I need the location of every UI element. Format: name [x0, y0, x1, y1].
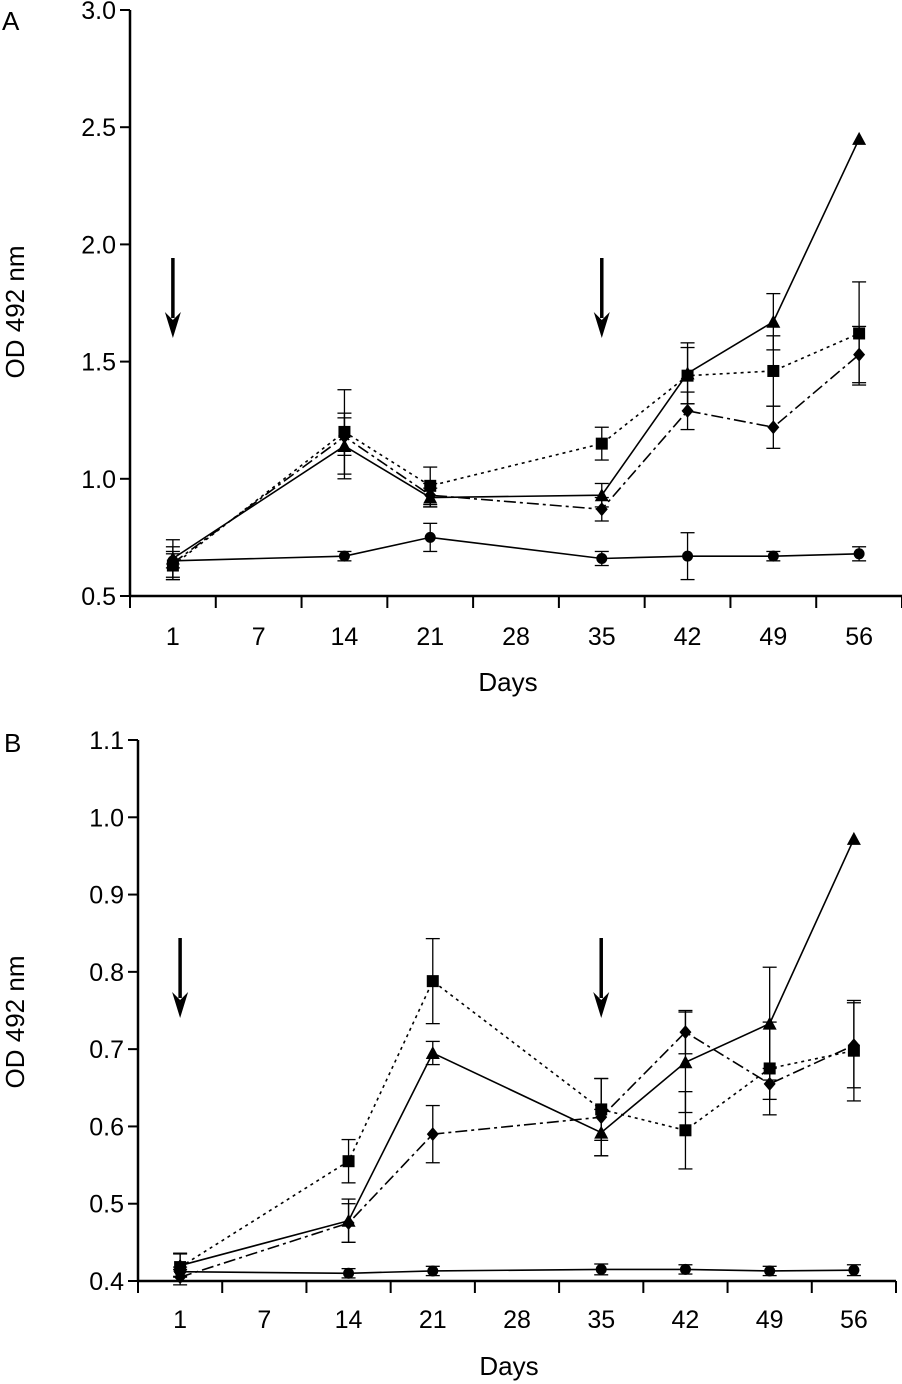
- y-tick-label: 0.9: [89, 882, 124, 910]
- x-tick-label: 14: [335, 1306, 363, 1334]
- data-point-diamond: [595, 502, 608, 517]
- x-axis-title: Days: [479, 1351, 538, 1381]
- data-point-circle: [338, 550, 350, 562]
- data-point-diamond: [763, 1076, 776, 1091]
- y-tick-label: 0.5: [81, 583, 116, 611]
- x-tick-label: 1: [173, 1306, 187, 1334]
- data-point-diamond: [681, 403, 694, 418]
- arrow-head: [172, 992, 189, 1018]
- series-line-square: [172, 332, 860, 567]
- y-tick-label: 1.0: [81, 466, 116, 494]
- data-point-diamond: [595, 1110, 608, 1125]
- data-point-circle: [682, 550, 694, 562]
- x-tick-label: 1: [166, 623, 180, 651]
- x-tick-label: 21: [419, 1306, 447, 1334]
- data-point-diamond: [847, 1038, 860, 1053]
- data-point-circle: [167, 555, 179, 567]
- y-tick-label: 0.7: [89, 1036, 124, 1064]
- x-tick-label: 35: [587, 1306, 615, 1334]
- panel-b: B 0.4 0.5 0.6 0.7 0.8 0.9 1.0 1.1 1 7 14 21 28 35 42 49…: [0, 727, 897, 1381]
- y-axis-title: OD 492 nm: [0, 246, 30, 379]
- data-point-triangle: [852, 131, 867, 145]
- data-point-square: [679, 1124, 692, 1137]
- series-line-triangle: [172, 138, 860, 560]
- data-point-diamond: [338, 429, 351, 444]
- data-point-diamond: [679, 1025, 692, 1040]
- data-point-diamond: [767, 420, 780, 435]
- x-tick-label: 28: [502, 623, 530, 651]
- data-point-diamond: [342, 1216, 355, 1231]
- data-point-circle: [679, 1263, 691, 1275]
- data-point-circle: [596, 552, 608, 564]
- y-tick-label: 1.1: [89, 727, 124, 755]
- data-point-circle: [427, 1265, 439, 1277]
- x-tick-label: 42: [674, 623, 702, 651]
- panel-label-a: A: [2, 6, 20, 36]
- y-tick-label: 2.0: [81, 231, 116, 259]
- panel-a: A 0.5 1.0 1.5 2.0 2.5 3.0 1 7 14 21 28 35 42 49 56 Days…: [0, 0, 902, 697]
- series-line-diamond: [172, 353, 860, 564]
- panel-label-b: B: [4, 728, 21, 758]
- data-point-triangle: [425, 1046, 440, 1060]
- series-line-circle: [172, 536, 860, 562]
- x-tick-label: 35: [588, 623, 616, 651]
- y-tick-label: 3.0: [81, 0, 116, 25]
- data-point-circle: [595, 1263, 607, 1275]
- y-tick-label: 1.0: [89, 804, 124, 832]
- data-point-square: [342, 1155, 355, 1168]
- x-tick-label: 42: [672, 1306, 700, 1334]
- arrow-head: [593, 312, 610, 338]
- y-tick-label: 1.5: [81, 349, 116, 377]
- x-tick-label: 49: [756, 1306, 784, 1334]
- x-tick-label: 7: [257, 1306, 271, 1334]
- data-point-circle: [848, 1264, 860, 1276]
- y-axis-title: OD 492 nm: [0, 956, 30, 1089]
- arrow-head: [164, 312, 181, 338]
- x-tick-label: 49: [759, 623, 787, 651]
- data-point-circle: [853, 548, 865, 560]
- data-point-circle: [343, 1267, 355, 1279]
- x-tick-label: 56: [840, 1306, 868, 1334]
- data-point-triangle: [766, 314, 781, 328]
- data-point-diamond: [426, 1127, 439, 1142]
- data-point-square: [595, 437, 608, 450]
- x-axis-title: Days: [478, 667, 537, 697]
- series-line-circle: [180, 1268, 854, 1275]
- data-point-triangle: [678, 1055, 693, 1069]
- data-point-diamond: [853, 347, 866, 362]
- y-tick-label: 0.4: [89, 1268, 124, 1296]
- data-point-circle: [764, 1265, 776, 1277]
- data-point-circle: [424, 531, 436, 543]
- y-tick-label: 0.5: [89, 1191, 124, 1219]
- x-tick-label: 28: [503, 1306, 531, 1334]
- data-point-square: [767, 364, 780, 377]
- x-tick-label: 21: [416, 623, 444, 651]
- data-point-diamond: [424, 488, 437, 503]
- x-tick-label: 14: [331, 623, 359, 651]
- y-tick-label: 2.5: [81, 114, 116, 142]
- data-point-triangle: [846, 831, 861, 845]
- y-tick-label: 0.6: [89, 1113, 124, 1141]
- data-point-square: [681, 369, 694, 382]
- series-line-diamond: [179, 1031, 855, 1278]
- arrow-head: [593, 992, 610, 1018]
- series-line-triangle: [179, 838, 855, 1267]
- data-point-circle: [767, 550, 779, 562]
- series-line-square: [179, 979, 855, 1268]
- x-tick-label: 7: [252, 623, 266, 651]
- data-point-circle: [174, 1266, 186, 1278]
- x-tick-label: 56: [845, 623, 873, 651]
- y-tick-label: 0.8: [89, 959, 124, 987]
- data-point-square: [426, 975, 439, 988]
